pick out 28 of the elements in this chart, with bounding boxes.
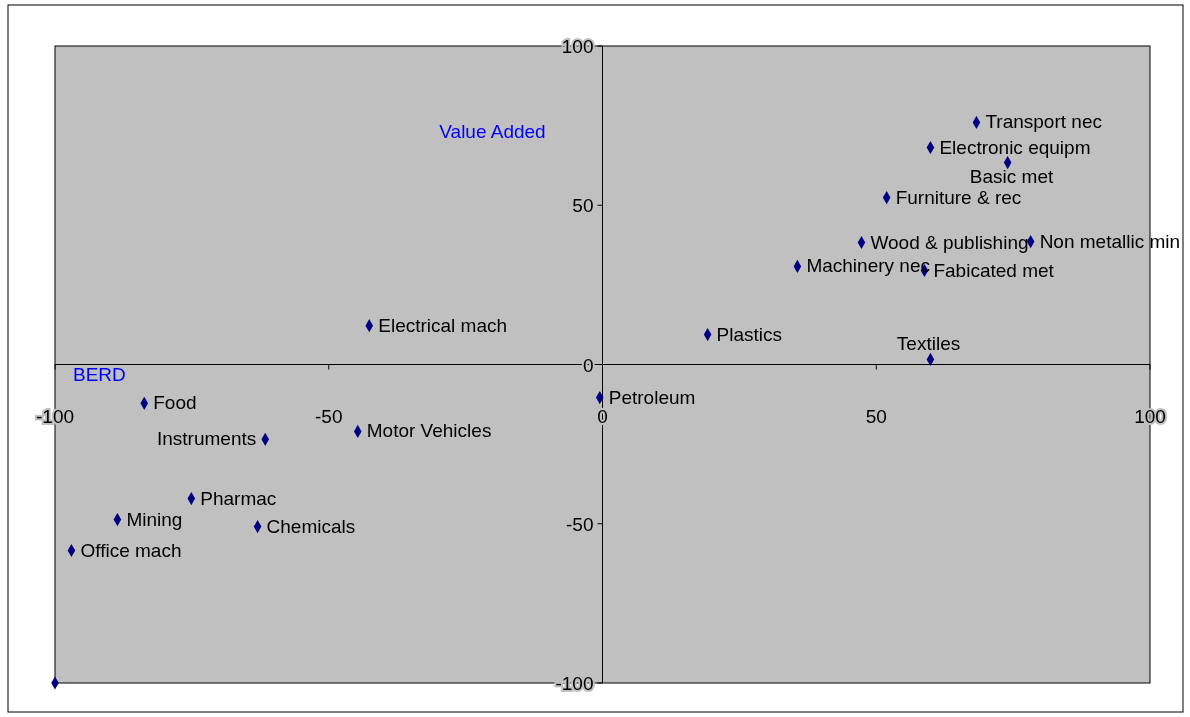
annotation: Transport nec	[985, 111, 1102, 133]
x-tick-label: -50	[315, 405, 343, 427]
x-axis-title: BERD	[73, 363, 126, 385]
annotation: Textiles	[896, 333, 961, 355]
annotation: Fabicated met	[933, 259, 1055, 281]
annotation: Non metallic min	[1039, 230, 1181, 252]
annotation: Machinery nec	[806, 255, 930, 277]
y-tick-label: 50	[572, 195, 594, 217]
x-tick-label: 50	[865, 405, 887, 427]
annotation: Plastics	[716, 323, 783, 345]
y-tick-label: 100	[561, 36, 594, 57]
annotation: Furniture & rec	[895, 186, 1022, 208]
annotation: Basic met	[969, 165, 1054, 187]
annotation: Office mach	[80, 539, 182, 561]
y-tick-label: -50	[566, 513, 594, 535]
x-tick-label: -100	[35, 405, 75, 427]
annotation: Food	[153, 392, 197, 414]
annotation: Electronic equipm	[939, 136, 1091, 158]
annotation: Mining	[126, 508, 183, 530]
annotation: Chemicals	[266, 515, 356, 537]
y-axis-title: Value Added	[439, 121, 546, 142]
annotation: Petroleum	[608, 386, 696, 408]
x-tick-label: 100	[1134, 405, 1166, 427]
annotation: Motor Vehicles	[366, 420, 492, 442]
annotation: Pharmac	[200, 487, 277, 509]
annotation: Instruments	[156, 428, 257, 450]
annotation: Electrical mach	[378, 314, 508, 336]
annotation: Wood & publishing	[870, 231, 1029, 253]
